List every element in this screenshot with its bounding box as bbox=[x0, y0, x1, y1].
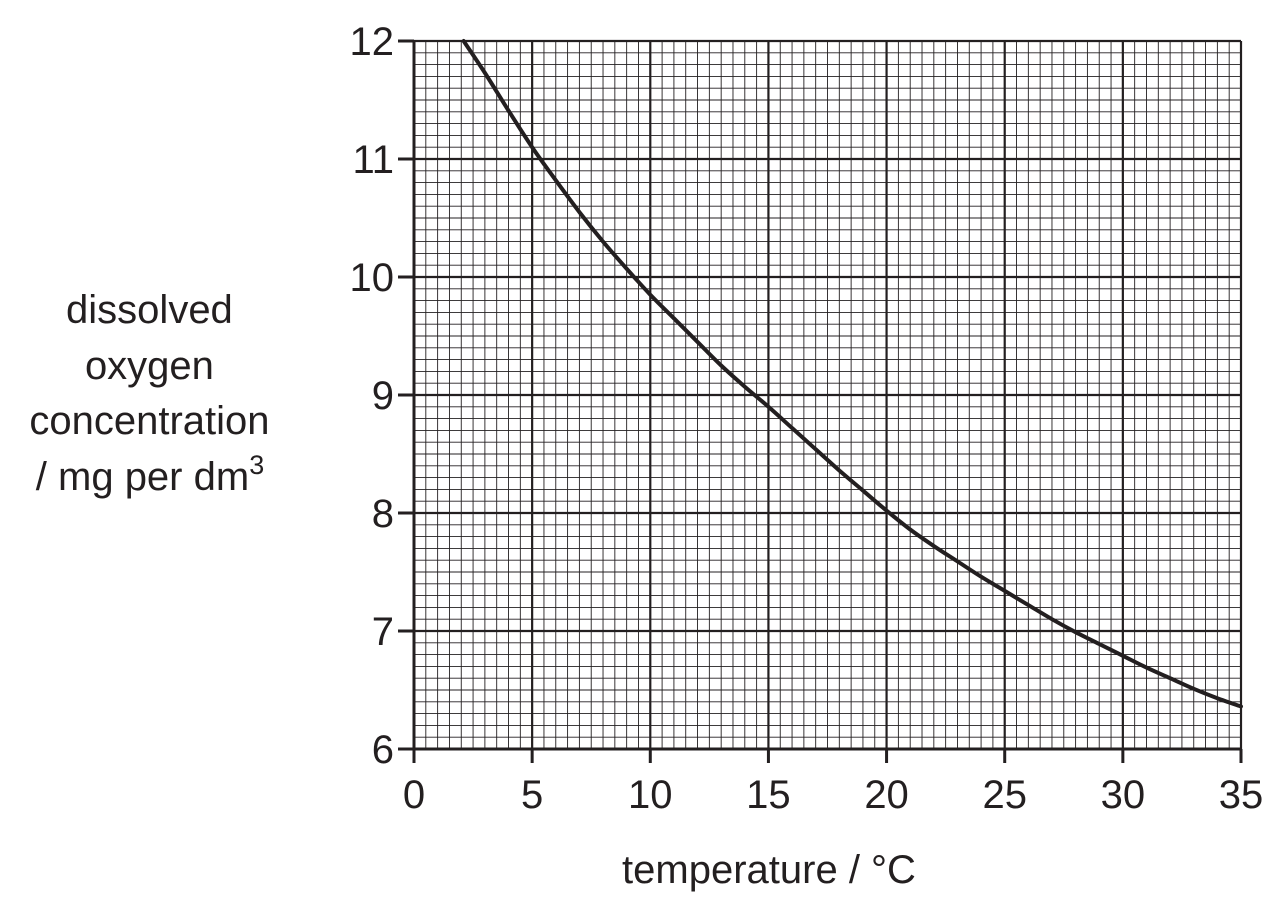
x-tick-label: 30 bbox=[1101, 773, 1146, 817]
y-axis-label-line-4: / mg per dm bbox=[36, 455, 249, 499]
series-line bbox=[461, 39, 1243, 709]
y-axis-label-line-2: oxygen bbox=[85, 344, 214, 388]
y-tick-label: 7 bbox=[372, 610, 394, 654]
x-tick-label: 10 bbox=[628, 773, 673, 817]
major-grid bbox=[412, 39, 1243, 751]
tick-labels: 6 7 8 9 10 11 12 0 5 10 15 20 25 30 35 bbox=[350, 20, 1264, 817]
y-tick-label: 8 bbox=[372, 492, 394, 536]
x-tick-label: 35 bbox=[1219, 773, 1264, 817]
y-tick-label: 10 bbox=[350, 256, 395, 300]
x-tick-label: 15 bbox=[746, 773, 791, 817]
x-tick-label: 5 bbox=[521, 773, 543, 817]
x-tick-label: 0 bbox=[403, 773, 425, 817]
y-tick-label: 9 bbox=[372, 374, 394, 418]
y-tick-label: 12 bbox=[350, 20, 395, 64]
x-tick-label: 25 bbox=[982, 773, 1027, 817]
y-axis-label-line-1: dissolved bbox=[66, 288, 233, 332]
y-axis-label-superscript: 3 bbox=[249, 450, 264, 480]
y-axis-label: dissolved oxygen concentration / mg per … bbox=[29, 288, 280, 499]
x-axis-label: temperature / °C bbox=[622, 848, 916, 892]
y-tick-label: 6 bbox=[372, 728, 394, 772]
x-tick-label: 20 bbox=[864, 773, 909, 817]
axes bbox=[398, 39, 1243, 763]
y-tick-label: 11 bbox=[352, 138, 394, 182]
y-axis-label-line-3: concentration bbox=[29, 399, 269, 443]
